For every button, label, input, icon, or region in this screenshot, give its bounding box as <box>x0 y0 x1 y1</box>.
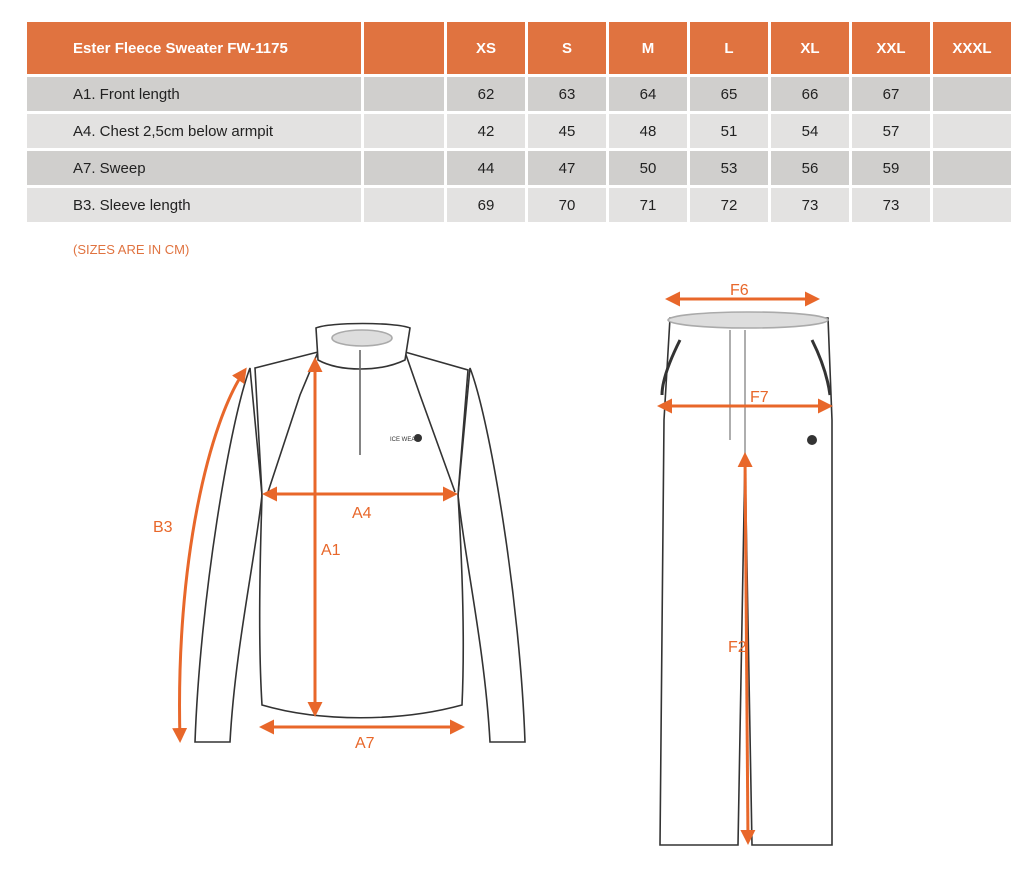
logo-icon <box>414 434 422 442</box>
size-value: 50 <box>609 151 687 185</box>
blank-cell <box>364 114 444 148</box>
units-note: (SIZES ARE IN CM) <box>73 242 190 257</box>
size-value: 47 <box>528 151 606 185</box>
size-value: 72 <box>690 188 768 222</box>
size-value: 65 <box>690 77 768 111</box>
size-header: L <box>690 22 768 74</box>
size-value: 62 <box>447 77 525 111</box>
size-header: XXXL <box>933 22 1011 74</box>
size-value <box>933 77 1011 111</box>
size-value: 42 <box>447 114 525 148</box>
size-value: 44 <box>447 151 525 185</box>
size-value: 71 <box>609 188 687 222</box>
ice-wear-logo: ICE WEAR <box>390 437 420 443</box>
arrow-f2 <box>737 452 756 845</box>
label-a4: A4 <box>352 505 372 522</box>
label-f6: F6 <box>730 282 749 299</box>
size-value: 59 <box>852 151 930 185</box>
size-value: 54 <box>771 114 849 148</box>
size-value: 51 <box>690 114 768 148</box>
size-value: 69 <box>447 188 525 222</box>
size-value: 64 <box>609 77 687 111</box>
row-label: A1. Front length <box>27 77 361 111</box>
label-a7: A7 <box>355 735 375 752</box>
row-label: B3. Sleeve length <box>27 188 361 222</box>
size-value: 66 <box>771 77 849 111</box>
size-value: 63 <box>528 77 606 111</box>
size-header: M <box>609 22 687 74</box>
size-value <box>933 188 1011 222</box>
size-value: 53 <box>690 151 768 185</box>
sweater-drawing <box>194 322 526 743</box>
size-value: 73 <box>771 188 849 222</box>
label-f2: F2 <box>728 639 747 656</box>
blank-cell <box>364 77 444 111</box>
arrow-b3 <box>172 367 247 743</box>
size-header: S <box>528 22 606 74</box>
label-f7: F7 <box>750 389 769 406</box>
size-value: 73 <box>852 188 930 222</box>
size-table: Ester Fleece Sweater FW-1175 XS S M L XL… <box>27 22 1011 222</box>
size-header: XXL <box>852 22 930 74</box>
size-value: 48 <box>609 114 687 148</box>
size-value <box>933 151 1011 185</box>
row-label: A4. Chest 2,5cm below armpit <box>27 114 361 148</box>
table-title: Ester Fleece Sweater FW-1175 <box>27 22 361 74</box>
size-value: 57 <box>852 114 930 148</box>
size-header: XL <box>771 22 849 74</box>
pants-logo-icon <box>807 435 817 445</box>
size-value <box>933 114 1011 148</box>
blank-cell <box>364 188 444 222</box>
size-value: 70 <box>528 188 606 222</box>
row-label: A7. Sweep <box>27 151 361 185</box>
label-a1: A1 <box>321 542 341 559</box>
size-header: XS <box>447 22 525 74</box>
label-b3: B3 <box>153 519 173 536</box>
size-value: 45 <box>528 114 606 148</box>
size-value: 67 <box>852 77 930 111</box>
blank-cell <box>364 151 444 185</box>
header-blank <box>364 22 444 74</box>
size-value: 56 <box>771 151 849 185</box>
